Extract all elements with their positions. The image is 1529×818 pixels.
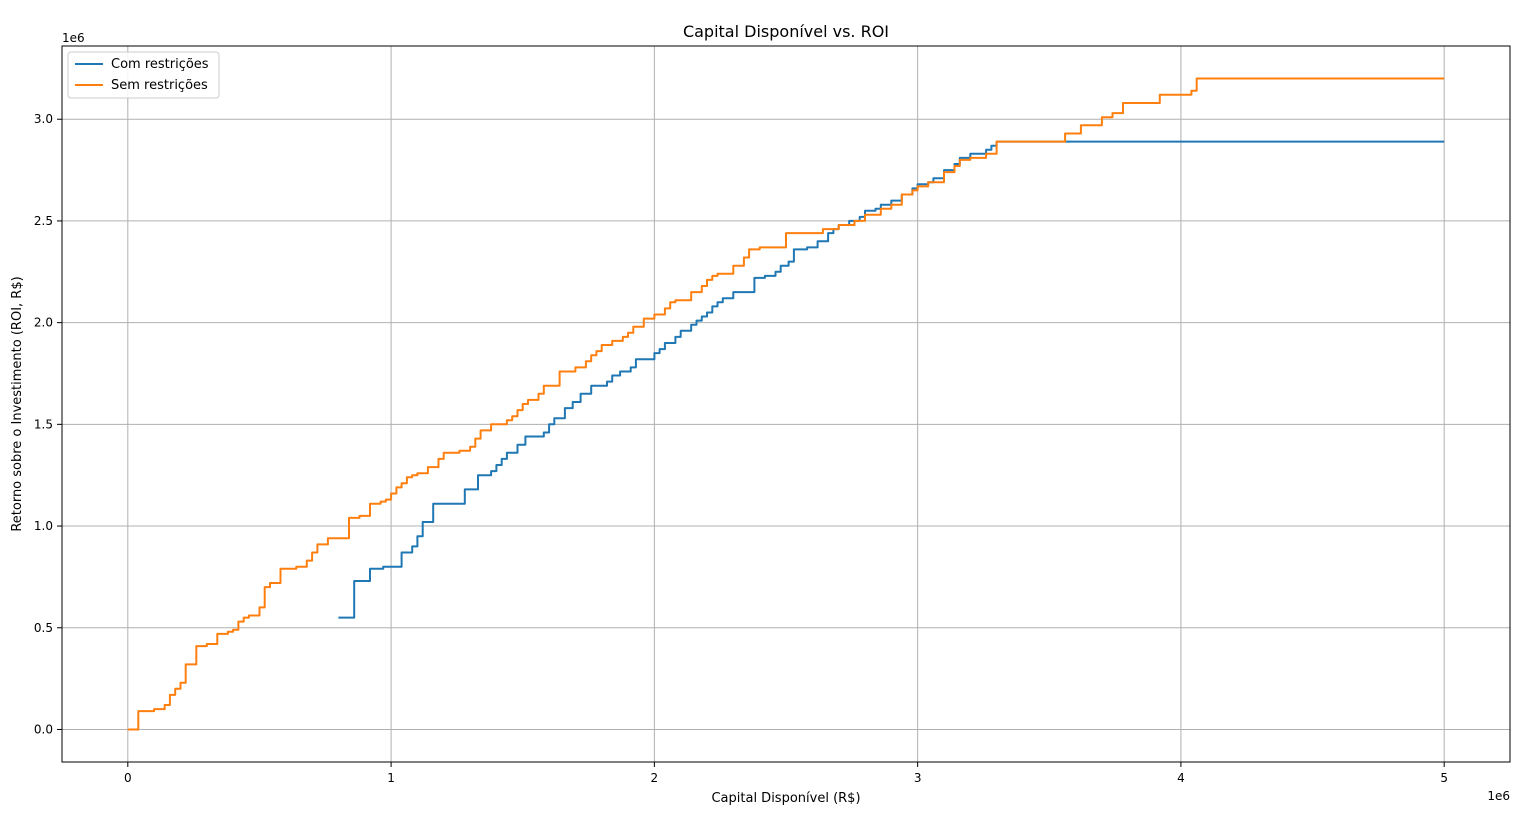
legend-label-sem-restricoes: Sem restrições	[111, 78, 208, 93]
x-axis-label: Capital Disponível (R$)	[711, 791, 860, 806]
x-tick-label: 0	[124, 771, 132, 785]
y-tick-label: 0.5	[34, 621, 53, 635]
series-line-com-restricoes	[338, 140, 1445, 619]
y-tick-label: 2.5	[34, 214, 53, 228]
x-axis-ticks: 0 1 2 3 4 5	[124, 762, 1448, 785]
y-tick-label: 2.0	[34, 316, 53, 330]
y-tick-label: 1.5	[34, 417, 53, 431]
y-axis-label: Retorno sobre o Investimento (ROI, R$)	[10, 276, 25, 531]
y-axis-ticks: 0.0 0.5 1.0 1.5 2.0 2.5 3.0	[34, 112, 62, 736]
grid-lines	[62, 46, 1510, 762]
y-axis-offset-label: 1e6	[62, 31, 85, 45]
plot-frame	[61, 45, 1511, 763]
legend: Com restrições Sem restrições	[67, 51, 220, 99]
series-line-sem-restricoes	[127, 77, 1445, 731]
x-tick-label: 2	[651, 771, 659, 785]
y-tick-label: 0.0	[34, 722, 53, 736]
x-axis-offset-label: 1e6	[1487, 789, 1510, 803]
legend-label-com-restricoes: Com restrições	[111, 57, 209, 72]
y-tick-label: 1.0	[34, 519, 53, 533]
x-tick-label: 1	[387, 771, 395, 785]
chart-title: Capital Disponível vs. ROI	[683, 22, 889, 41]
legend-box	[67, 51, 220, 99]
x-tick-label: 3	[914, 771, 922, 785]
x-tick-label: 5	[1440, 771, 1448, 785]
y-tick-label: 3.0	[34, 112, 53, 126]
x-tick-label: 4	[1177, 771, 1185, 785]
series-lines	[127, 77, 1445, 731]
